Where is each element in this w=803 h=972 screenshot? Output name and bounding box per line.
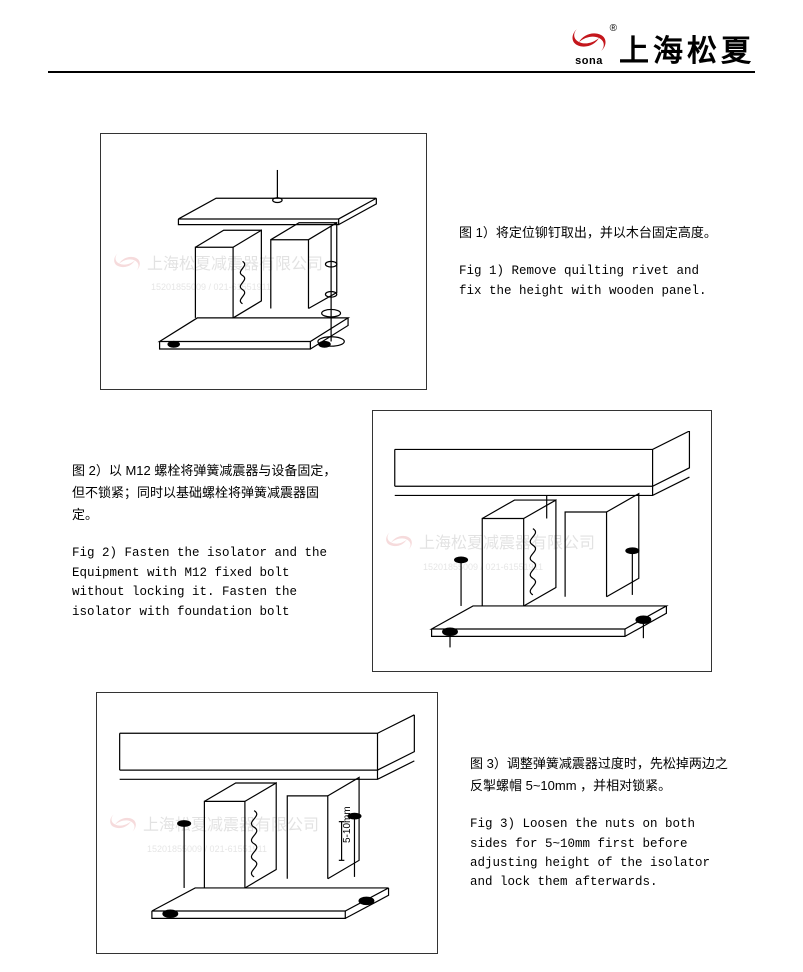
fig3-caption-en: Fig 3) Loosen the nuts on both sides for… xyxy=(470,815,740,893)
fig3-caption-zh: 图 3）调整弹簧减震器过度时，先松掉两边之反掣螺帽 5~10mm ，并相对锁紧。 xyxy=(470,753,740,797)
isolator-adjust-drawing xyxy=(114,713,420,934)
isolator-mounted-drawing xyxy=(390,431,694,652)
figure-1-caption: 图 1）将定位铆钉取出，并以木台固定高度。 Fig 1) Remove quil… xyxy=(459,222,729,301)
document-page: ® sona 上海松夏 上海松夏减震器有限公司 15201855009 / 02… xyxy=(0,0,803,972)
logo-text-en: sona xyxy=(575,55,603,67)
brand-name-cn: 上海松夏 xyxy=(619,37,755,67)
brand-block: ® sona 上海松夏 xyxy=(569,25,755,67)
figure-1-image: 上海松夏减震器有限公司 15201855009 / 021-61551911 xyxy=(100,133,427,390)
fig2-caption-zh: 图 2）以 M12 螺栓将弹簧减震器与设备固定，但不锁紧；同时以基础螺栓将弹簧减… xyxy=(72,460,340,526)
figure-2-caption: 图 2）以 M12 螺栓将弹簧减震器与设备固定，但不锁紧；同时以基础螺栓将弹簧减… xyxy=(72,460,340,622)
figure-row-2: 图 2）以 M12 螺栓将弹簧减震器与设备固定，但不锁紧；同时以基础螺栓将弹簧减… xyxy=(72,410,755,672)
fig1-caption-en: Fig 1) Remove quilting rivet and fix the… xyxy=(459,262,729,301)
figure-3-image: 上海松夏减震器有限公司 15201855009 / 021-61551911 xyxy=(96,692,438,954)
fig1-caption-zh: 图 1）将定位铆钉取出，并以木台固定高度。 xyxy=(459,222,729,244)
fig2-caption-en: Fig 2) Fasten the isolator and the Equip… xyxy=(72,544,340,622)
dimension-label: 5-10mm xyxy=(342,806,353,843)
figure-row-1: 上海松夏减震器有限公司 15201855009 / 021-61551911 xyxy=(100,133,755,390)
sona-logo: ® sona xyxy=(569,25,609,67)
figure-3-caption: 图 3）调整弹簧减震器过度时，先松掉两边之反掣螺帽 5~10mm ，并相对锁紧。… xyxy=(470,753,740,893)
figure-2-image: 上海松夏减震器有限公司 15201855009 / 021-61551911 xyxy=(372,410,712,672)
registered-mark: ® xyxy=(610,23,617,34)
sona-logo-icon xyxy=(571,25,607,55)
isolator-exploded-drawing xyxy=(117,153,410,370)
page-header: ® sona 上海松夏 xyxy=(48,25,755,73)
figure-row-3: 上海松夏减震器有限公司 15201855009 / 021-61551911 xyxy=(96,692,755,954)
